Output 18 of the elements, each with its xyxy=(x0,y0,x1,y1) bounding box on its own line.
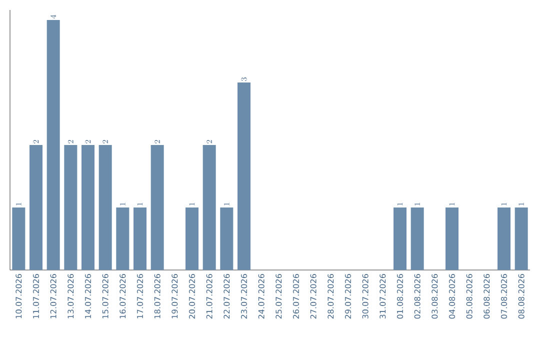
bar xyxy=(514,208,528,270)
bar xyxy=(116,208,130,270)
bar xyxy=(64,144,78,270)
bar xyxy=(498,208,511,270)
bar xyxy=(238,82,251,270)
bar xyxy=(446,208,459,270)
bar xyxy=(134,208,147,270)
bar xyxy=(150,144,164,270)
bar xyxy=(46,20,60,270)
bar xyxy=(410,208,424,270)
bar xyxy=(30,144,43,270)
bar xyxy=(98,144,112,270)
bar xyxy=(220,208,234,270)
bar xyxy=(12,208,26,270)
bar xyxy=(186,208,199,270)
bar xyxy=(394,208,407,270)
bar xyxy=(202,144,216,270)
bar xyxy=(82,144,95,270)
